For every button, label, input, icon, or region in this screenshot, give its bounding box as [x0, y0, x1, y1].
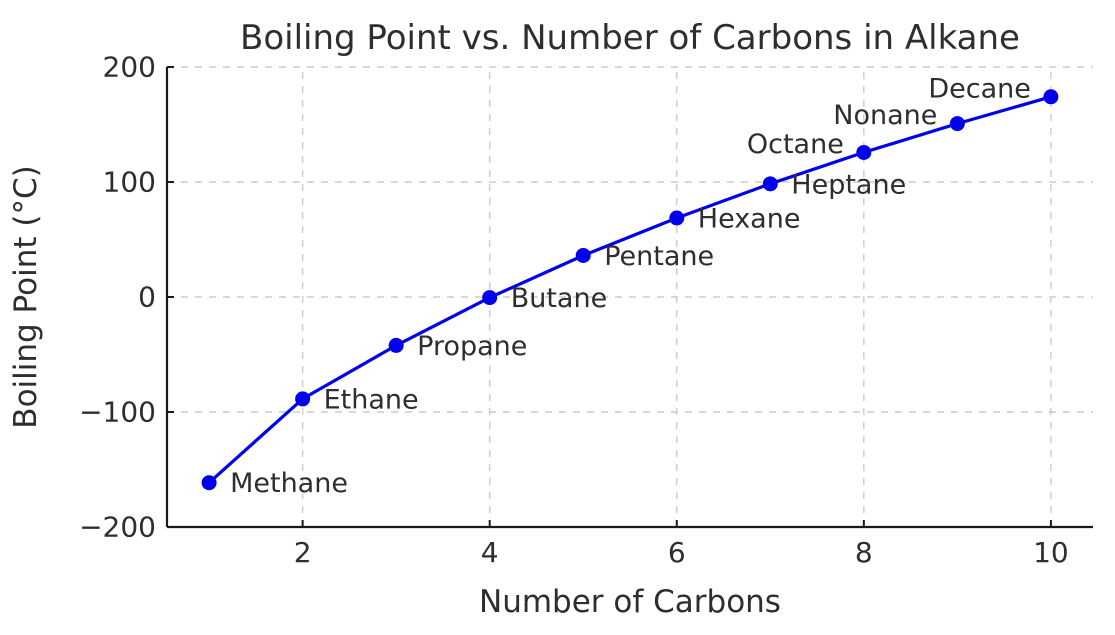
x-tick-label: 8	[855, 536, 873, 569]
chart-title: Boiling Point vs. Number of Carbons in A…	[240, 18, 1020, 58]
x-tick-label: 6	[668, 536, 686, 569]
tick-marks	[167, 66, 1052, 528]
data-points	[201, 89, 1059, 491]
data-point	[388, 337, 404, 353]
point-label: Pentane	[604, 241, 714, 272]
point-label: Decane	[928, 73, 1031, 104]
data-point	[575, 247, 591, 263]
data-point	[762, 176, 778, 192]
y-tick-label: 200	[103, 51, 156, 84]
data-point	[669, 210, 685, 226]
data-point	[856, 144, 872, 160]
y-tick-label: 100	[103, 166, 156, 199]
data-point	[295, 391, 311, 407]
data-point	[949, 116, 965, 132]
point-label: Methane	[230, 468, 348, 499]
point-label: Nonane	[833, 100, 937, 131]
y-tick-label: −200	[79, 511, 156, 544]
point-label: Heptane	[791, 169, 906, 200]
series-line	[207, 95, 1053, 485]
x-tick-label: 2	[294, 536, 312, 569]
point-label: Hexane	[698, 203, 801, 234]
data-point	[201, 475, 217, 491]
data-point	[482, 290, 498, 306]
y-tick-label: 0	[138, 281, 156, 314]
data-point	[1043, 89, 1059, 105]
point-label: Propane	[417, 331, 527, 362]
y-axis-label: Boiling Point (°C)	[8, 165, 44, 428]
point-label: Ethane	[324, 384, 419, 415]
x-axis-label: Number of Carbons	[479, 584, 781, 620]
x-tick-label: 10	[1033, 536, 1069, 569]
x-tick-label: 4	[481, 536, 499, 569]
y-tick-label: −100	[79, 396, 156, 429]
point-label: Butane	[511, 283, 608, 314]
point-label: Octane	[747, 129, 844, 160]
